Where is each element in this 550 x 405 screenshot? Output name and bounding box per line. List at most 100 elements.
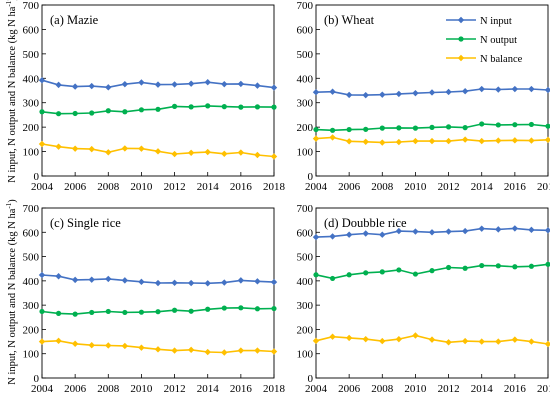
data-point-n-output <box>313 272 319 278</box>
data-point-n-balance <box>204 348 211 356</box>
data-point-n-balance <box>395 138 403 146</box>
data-point-n-output <box>445 124 452 130</box>
data-point-n-input <box>154 279 162 287</box>
data-point-n-balance <box>187 346 195 354</box>
y-tick-label: 500 <box>23 49 40 61</box>
data-point-n-output <box>479 121 485 127</box>
data-point-n-input <box>412 228 419 235</box>
y-tick-label: 700 <box>297 203 314 215</box>
legend-label-n-balance: N balance <box>480 54 523 65</box>
x-tick-label: 2008 <box>97 383 120 395</box>
data-point-n-input <box>105 275 112 283</box>
data-point-n-input <box>187 80 195 87</box>
y-tick-label: 600 <box>297 227 314 239</box>
x-tick-label: 2016 <box>230 383 253 395</box>
data-point-n-input <box>362 91 369 99</box>
chart-panel-1: 0 100 200 300 400 500 600 700 2004 2006 2008 2010 20… <box>5 0 286 193</box>
data-point-n-balance <box>254 151 261 159</box>
data-point-n-balance <box>105 149 112 156</box>
data-point-n-output <box>396 125 402 131</box>
y-tick-label: 400 <box>297 276 314 288</box>
data-point-n-output <box>55 310 62 316</box>
data-point-n-balance <box>138 145 145 152</box>
x-tick-label: 2004 <box>31 383 54 395</box>
data-point-n-output <box>346 126 352 133</box>
data-point-n-input <box>511 85 519 93</box>
data-point-n-balance <box>154 346 162 353</box>
legend-marker-n-balance <box>457 54 465 62</box>
x-tick-label: 2018 <box>263 181 286 193</box>
data-point-n-balance <box>379 337 386 345</box>
data-point-n-input <box>55 273 62 280</box>
legend-label-n-output: N output <box>480 35 517 46</box>
data-point-n-balance <box>528 338 535 345</box>
data-point-n-input <box>329 88 336 95</box>
data-point-n-balance <box>461 136 469 143</box>
x-tick-label: 2018 <box>263 383 286 395</box>
data-point-n-input <box>478 225 485 232</box>
data-point-n-input <box>329 233 336 240</box>
data-point-n-balance <box>55 143 62 150</box>
data-point-n-balance <box>171 150 178 158</box>
plot-frame <box>315 207 549 379</box>
data-point-n-balance <box>528 137 535 144</box>
data-point-n-balance <box>138 344 145 351</box>
data-point-n-input <box>88 82 95 90</box>
y-tick-label: 200 <box>23 122 40 134</box>
x-tick-label: 2008 <box>371 181 394 193</box>
data-point-n-output <box>462 125 468 131</box>
data-point-n-input <box>544 86 550 94</box>
data-point-n-balance <box>478 338 485 345</box>
x-tick-label: 2018 <box>537 383 550 395</box>
data-point-n-output <box>171 103 178 109</box>
data-point-n-input <box>312 89 320 96</box>
legend-marker-n-input <box>457 16 465 24</box>
data-point-n-balance <box>204 148 211 156</box>
data-point-n-output <box>205 306 211 312</box>
data-point-n-output <box>545 123 550 129</box>
y-tick-label: 400 <box>23 73 40 85</box>
data-point-n-balance <box>345 334 353 342</box>
x-tick-label: 2008 <box>371 383 394 395</box>
y-axis-label-sup: -1 <box>5 0 13 6</box>
data-point-n-balance <box>270 348 278 355</box>
data-point-n-output <box>396 267 402 273</box>
data-point-n-balance <box>312 337 320 345</box>
data-point-n-input <box>395 90 403 98</box>
data-point-n-output <box>89 309 95 316</box>
data-point-n-input <box>55 81 62 89</box>
x-tick-label: 2010 <box>130 383 153 395</box>
data-point-n-output <box>105 308 111 315</box>
x-tick-label: 2004 <box>305 383 328 395</box>
data-point-n-balance <box>71 145 79 152</box>
data-point-n-input <box>187 279 195 287</box>
data-point-n-balance <box>237 347 245 354</box>
y-tick-label: 300 <box>297 300 314 312</box>
x-tick-label: 2004 <box>305 181 328 193</box>
data-point-n-output <box>429 268 435 274</box>
data-point-n-balance <box>121 342 129 350</box>
data-point-n-output <box>445 264 452 271</box>
y-axis-label: N input, N output and N balance (kg N ha… <box>5 199 18 385</box>
data-point-n-balance <box>329 333 336 340</box>
data-point-n-input <box>445 88 452 96</box>
y-axis-label-sup: -1 <box>5 202 13 208</box>
data-point-n-balance <box>395 335 403 343</box>
data-point-n-balance <box>38 338 46 345</box>
data-point-n-output <box>271 104 277 110</box>
y-tick-label: 300 <box>297 98 314 110</box>
data-point-n-input <box>478 85 485 93</box>
data-point-n-output <box>238 305 244 311</box>
data-point-n-balance <box>154 148 162 155</box>
y-tick-label: 300 <box>23 300 40 312</box>
data-point-n-input <box>38 77 46 84</box>
data-point-n-output <box>72 110 78 117</box>
x-tick-label: 2006 <box>64 181 87 193</box>
data-point-n-input <box>105 84 112 91</box>
data-point-n-output <box>55 111 62 117</box>
data-point-n-input <box>395 227 403 235</box>
x-tick-label: 2010 <box>404 181 427 193</box>
data-point-n-input <box>428 89 436 96</box>
data-point-n-input <box>121 80 129 88</box>
data-point-n-balance <box>478 137 485 145</box>
